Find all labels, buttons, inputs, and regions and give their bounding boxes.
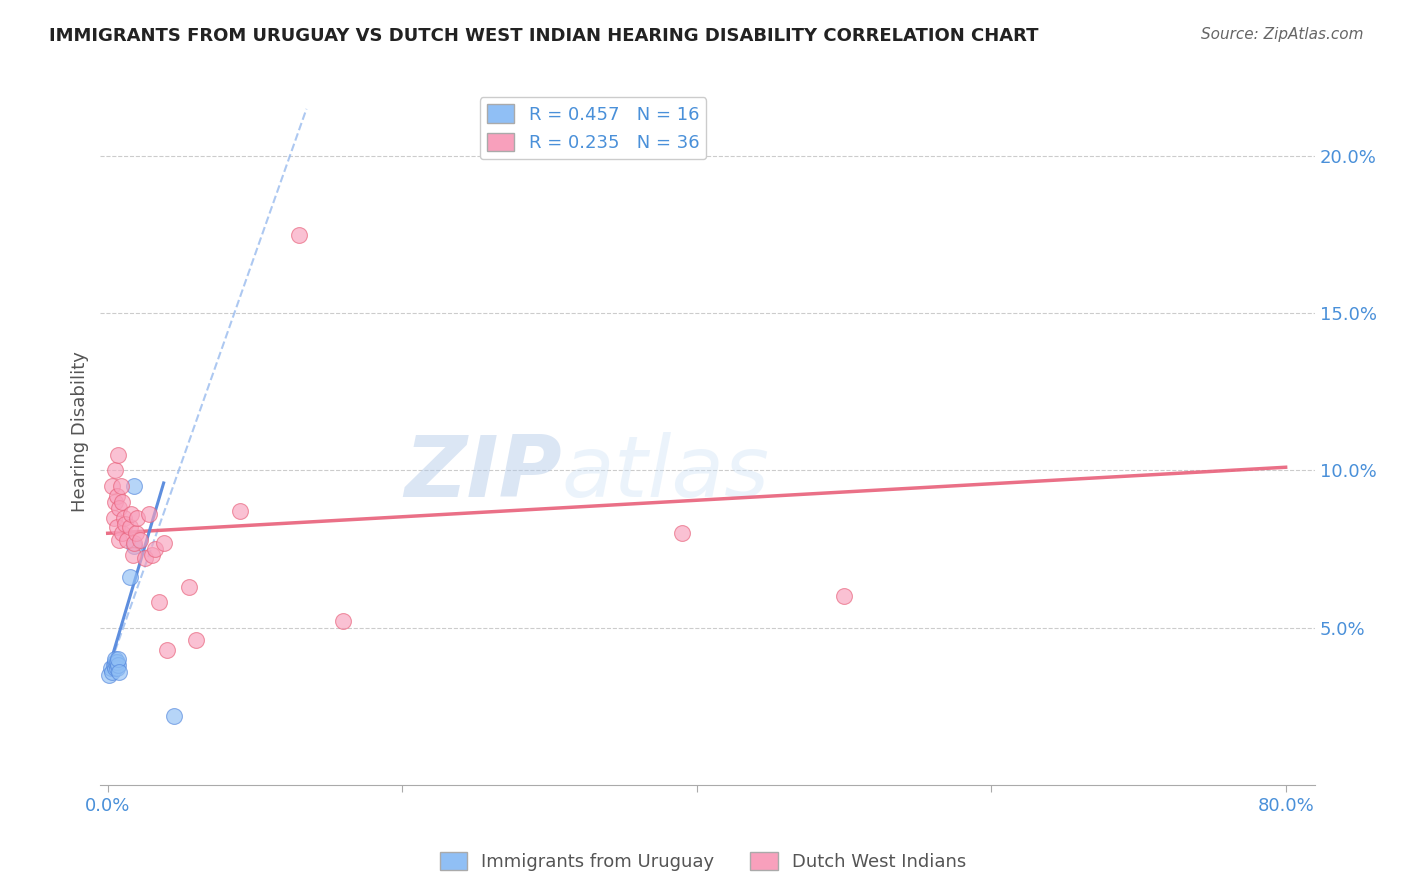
Point (138, 508, 160, 522)
Point (134, 551, 156, 566)
Point (332, 615, 354, 629)
Point (104, 655, 127, 669)
Legend: Immigrants from Uruguay, Dutch West Indians: Immigrants from Uruguay, Dutch West Indi… (433, 845, 973, 879)
Point (111, 526, 134, 541)
Legend: R = 0.457   N = 16, R = 0.235   N = 36: R = 0.457 N = 16, R = 0.235 N = 36 (479, 97, 706, 160)
Point (104, 495, 127, 509)
Text: Source: ZipAtlas.com: Source: ZipAtlas.com (1201, 27, 1364, 42)
Point (141, 549, 163, 563)
Point (103, 510, 125, 524)
Point (120, 508, 142, 522)
Point (101, 665, 124, 679)
Point (163, 708, 186, 723)
Point (152, 535, 174, 549)
Point (127, 510, 149, 524)
Point (107, 448, 129, 462)
Point (108, 501, 131, 516)
Y-axis label: Hearing Disability: Hearing Disability (72, 351, 89, 511)
Point (105, 489, 128, 503)
Point (105, 661, 128, 675)
Point (122, 539, 145, 553)
Point (100, 661, 122, 675)
Point (229, 504, 252, 518)
Point (184, 633, 207, 648)
Point (177, 580, 200, 594)
Point (105, 655, 128, 669)
Point (122, 479, 145, 493)
Point (129, 533, 152, 547)
Point (118, 520, 141, 534)
Point (114, 516, 136, 531)
Point (104, 652, 127, 666)
Point (115, 533, 138, 547)
Point (108, 665, 131, 679)
Point (832, 589, 855, 603)
Point (112, 510, 135, 524)
Point (104, 661, 127, 675)
Point (101, 479, 124, 493)
Point (155, 642, 177, 657)
Point (288, 227, 311, 242)
Text: IMMIGRANTS FROM URUGUAY VS DUTCH WEST INDIAN HEARING DISABILITY CORRELATION CHAR: IMMIGRANTS FROM URUGUAY VS DUTCH WEST IN… (49, 27, 1039, 45)
Point (671, 526, 693, 541)
Point (125, 526, 148, 541)
Text: atlas: atlas (562, 432, 770, 515)
Point (103, 658, 125, 673)
Point (107, 652, 129, 666)
Point (111, 495, 134, 509)
Point (122, 535, 145, 549)
Point (110, 479, 132, 493)
Point (148, 595, 170, 609)
Text: ZIP: ZIP (405, 432, 562, 515)
Point (118, 570, 141, 584)
Point (143, 541, 166, 556)
Point (105, 520, 128, 534)
Point (104, 463, 127, 477)
Point (107, 658, 129, 673)
Point (98, 667, 121, 681)
Point (108, 533, 131, 547)
Point (121, 549, 143, 563)
